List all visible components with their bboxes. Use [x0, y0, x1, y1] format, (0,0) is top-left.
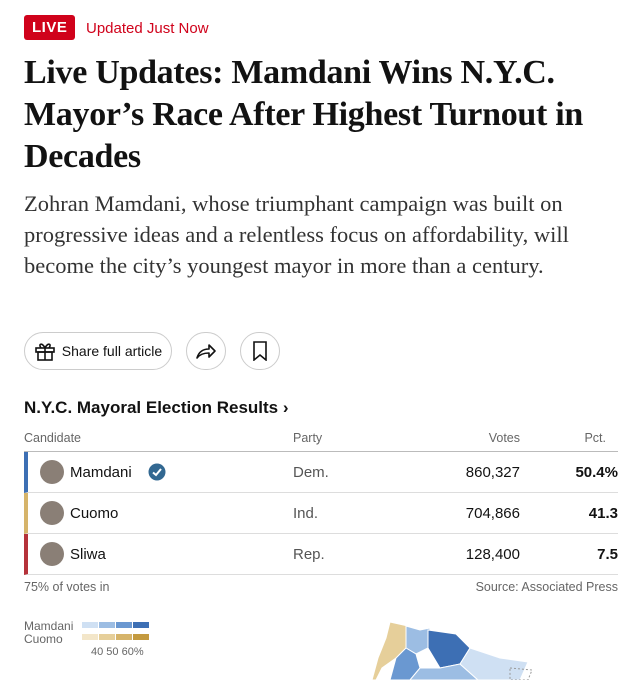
save-button[interactable]: [240, 332, 280, 370]
percent: 7.5: [597, 546, 618, 563]
gift-icon: [34, 343, 55, 361]
votes: 128,400: [465, 546, 520, 563]
candidate-photo: [40, 460, 64, 484]
reporting-note: 75% of votes in: [24, 580, 110, 594]
column-header: Candidate: [24, 431, 81, 445]
column-header: Pct.: [584, 431, 606, 445]
headline: Live Updates: Mamdani Wins N.Y.C. Mayor’…: [24, 54, 583, 175]
legend-label: Mamdani: [24, 619, 74, 633]
candidate-photo: [40, 501, 64, 525]
result-row: Cuomo Ind. 704,866 41.3: [24, 493, 618, 534]
results-title[interactable]: N.Y.C. Mayoral Election Results ›: [24, 398, 289, 417]
share-label: Share full article: [61, 343, 163, 359]
candidate-name: Mamdani: [70, 464, 132, 481]
party: Ind.: [293, 505, 319, 522]
forward-button[interactable]: [186, 332, 226, 370]
legend-label: Cuomo: [24, 632, 63, 646]
result-row: Sliwa Rep. 128,400 7.5: [24, 534, 618, 575]
summary: Zohran Mamdani, whose triumphant campaig…: [24, 191, 569, 278]
candidate-name: Sliwa: [70, 546, 106, 563]
candidate-name: Cuomo: [70, 505, 119, 522]
winner-check: [148, 463, 166, 481]
column-header: Votes: [488, 431, 520, 445]
updated-label: Updated Just Now: [86, 20, 209, 37]
table-rule: [24, 451, 618, 452]
legend-swatches: [82, 622, 149, 640]
source-note: Source: Associated Press: [475, 580, 618, 594]
percent: 41.3: [588, 505, 618, 522]
percent: 50.4%: [575, 464, 618, 481]
results-map: [371, 621, 533, 680]
party: Rep.: [293, 546, 325, 563]
votes: 704,866: [465, 505, 520, 522]
candidate-photo: [40, 542, 64, 566]
bookmark-icon: [253, 341, 267, 361]
forward-icon: [196, 344, 216, 359]
legend-scale: 40 50 60%: [91, 646, 144, 658]
votes: 860,327: [465, 464, 520, 481]
column-header: Party: [293, 431, 323, 445]
result-row: Mamdani Dem. 860,327 50.4%: [24, 452, 618, 493]
party: Dem.: [293, 464, 329, 481]
share-button[interactable]: Share full article: [24, 332, 172, 370]
live-badge: LIVE: [24, 15, 76, 40]
